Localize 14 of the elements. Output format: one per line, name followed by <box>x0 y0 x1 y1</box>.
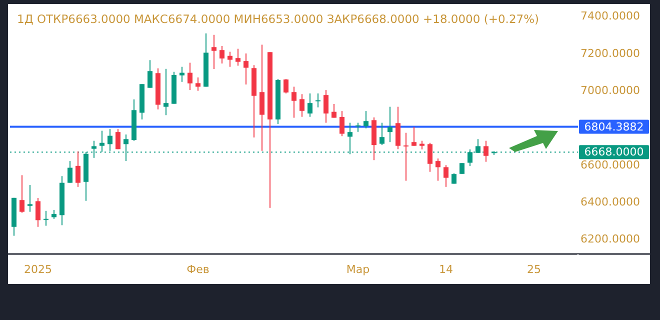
y-tick-label: 6400.0000 <box>580 195 640 208</box>
y-tick-label: 6200.0000 <box>580 232 640 246</box>
y-tick-label: 6600.0000 <box>580 158 640 172</box>
y-tick-label: 7400.0000 <box>580 10 640 23</box>
y-tick-label: 7000.0000 <box>580 84 640 97</box>
ref-line-label: 6804.3882 <box>584 120 644 134</box>
text: 1Д ОТКР6663.0000 МАКС6674.0000 МИН6653.0000 ЗАКР6668.0000 +18.0000 (+0.27%) <box>17 12 539 26</box>
x-tick-label: Фев <box>186 263 210 276</box>
x-tick-label: Мар <box>346 263 370 276</box>
x-tick-label: 14 <box>439 263 453 276</box>
x-tick-label: 25 <box>527 263 541 276</box>
y-tick-label: 7200.0000 <box>580 46 640 60</box>
x-tick-label: 2025 <box>24 263 52 276</box>
ref-line-label: 6668.0000 <box>584 146 644 159</box>
